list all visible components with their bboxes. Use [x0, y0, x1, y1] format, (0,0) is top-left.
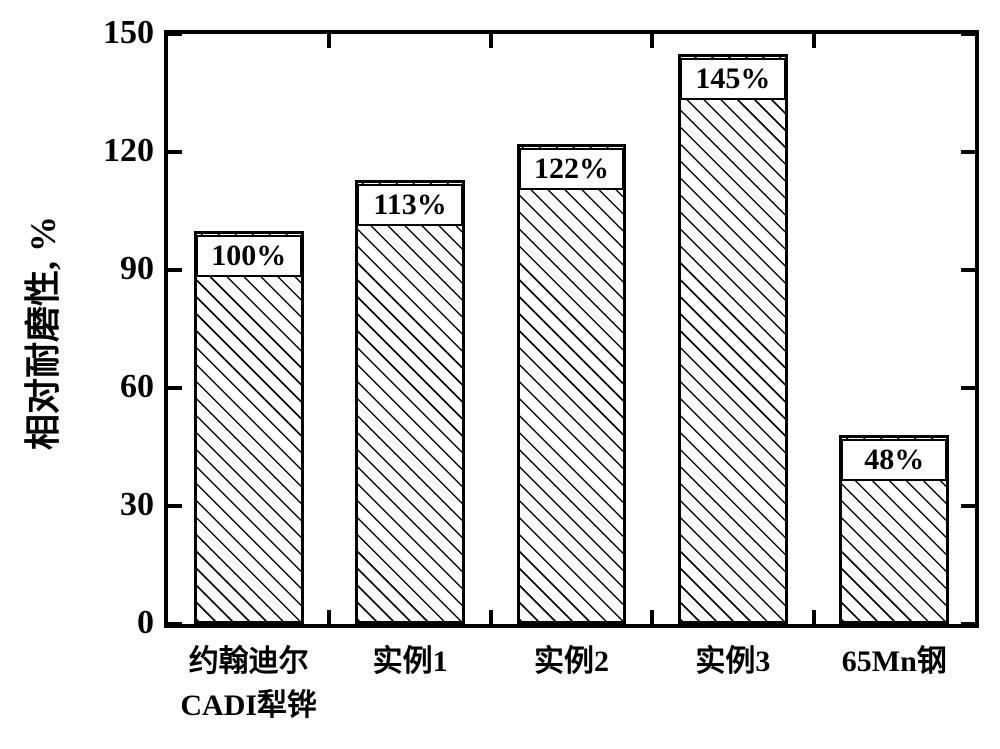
ytick-label: 150	[64, 14, 154, 52]
xtick-label: 实例3	[652, 636, 813, 680]
xtick-label: 实例1	[329, 636, 490, 680]
xtick-mark-top	[489, 34, 493, 48]
bar-value-label: 145%	[680, 58, 786, 100]
xtick-mark-bottom	[812, 610, 816, 624]
ytick-mark-left	[168, 386, 182, 390]
ytick-mark-left	[168, 268, 182, 272]
xtick-label: 约翰迪尔 CADI犁铧	[168, 636, 329, 724]
ytick-mark-right	[961, 268, 975, 272]
bar	[355, 180, 465, 624]
xtick-mark-bottom	[650, 610, 654, 624]
chart-container: 相对耐磨性, % 0 30 60 90 120 150 100% 约翰迪尔 CADI犁铧 113…	[0, 0, 1000, 749]
bar-value-label: 122%	[519, 148, 625, 190]
xtick-mark-top	[650, 34, 654, 48]
xtick-mark-bottom	[327, 610, 331, 624]
xtick-mark-top	[327, 34, 331, 48]
xtick-label: 65Mn钢	[814, 636, 975, 680]
bar-value-label: 48%	[841, 439, 947, 481]
ytick-mark-right	[961, 150, 975, 154]
ytick-label: 120	[64, 132, 154, 170]
ytick-mark-left	[168, 32, 182, 36]
bar	[678, 54, 788, 624]
ytick-label: 60	[64, 368, 154, 406]
xtick-mark-bottom	[489, 610, 493, 624]
y-axis-label: 相对耐磨性, %	[14, 133, 66, 533]
ytick-mark-right	[961, 622, 975, 626]
ytick-mark-left	[168, 504, 182, 508]
xtick-label: 实例2	[491, 636, 652, 680]
ytick-mark-left	[168, 622, 182, 626]
ytick-label: 30	[64, 486, 154, 524]
bar-value-label: 113%	[357, 184, 463, 226]
ytick-mark-right	[961, 386, 975, 390]
ytick-mark-right	[961, 32, 975, 36]
ytick-label: 0	[64, 604, 154, 642]
ytick-mark-left	[168, 150, 182, 154]
bar	[194, 231, 304, 624]
xtick-mark-top	[812, 34, 816, 48]
ytick-label: 90	[64, 250, 154, 288]
ytick-mark-right	[961, 504, 975, 508]
bar-value-label: 100%	[196, 235, 302, 277]
bar	[517, 144, 627, 624]
